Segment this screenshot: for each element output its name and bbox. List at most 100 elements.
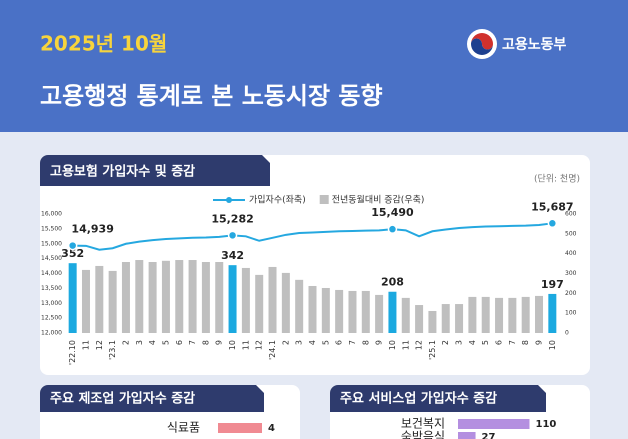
y-tick-label: 14,000 <box>41 270 62 277</box>
bar <box>135 260 144 333</box>
card-tab <box>40 385 264 412</box>
x-tick-label: 4 <box>308 340 317 345</box>
bar <box>458 419 530 429</box>
x-tick-label: 11 <box>81 340 90 350</box>
row-label: 숙박음식 <box>401 430 445 439</box>
legend-swatch <box>319 195 329 204</box>
line-marker <box>67 240 78 251</box>
x-tick-label: 7 <box>508 340 517 345</box>
line-value-label: 15,687 <box>531 200 573 213</box>
bar <box>441 304 450 333</box>
x-tick-label: 8 <box>521 340 530 345</box>
y2-tick-label: 200 <box>565 290 577 297</box>
line-marker <box>227 230 238 241</box>
line-value-label: 14,939 <box>71 223 113 236</box>
bar <box>428 310 437 333</box>
y-tick-label: 12,500 <box>41 315 62 322</box>
card-tab <box>40 155 270 186</box>
x-tick-label: 6 <box>175 340 184 345</box>
bar <box>458 432 476 439</box>
bar <box>455 304 464 333</box>
bar-value-label: 4 <box>268 423 275 434</box>
y-tick-label: 16,000 <box>41 211 62 218</box>
y2-tick-label: 300 <box>565 270 577 277</box>
bar <box>348 290 357 333</box>
bar <box>521 296 530 333</box>
bar <box>401 297 410 333</box>
header-title: 고용행정 통계로 본 노동시장 동향 <box>40 82 383 110</box>
y-tick-label: 13,000 <box>41 300 62 307</box>
header-date: 2025년 10월 <box>40 32 167 56</box>
y-tick-label: 14,500 <box>41 255 62 262</box>
bar <box>495 297 504 333</box>
bar <box>108 270 117 333</box>
x-tick-label: 10 <box>228 340 237 350</box>
bar-value-label: 352 <box>61 247 84 260</box>
x-tick-label: 7 <box>348 340 357 345</box>
bar <box>201 261 210 333</box>
y-tick-label: 12,000 <box>41 330 62 337</box>
bar <box>295 279 304 333</box>
row-label: 보건복지 <box>401 417 445 431</box>
bar <box>68 263 77 333</box>
bar <box>481 296 490 333</box>
bar <box>161 260 170 333</box>
row-label: 식료품 <box>167 421 200 435</box>
bar <box>535 295 544 333</box>
x-tick-label: 4 <box>468 340 477 345</box>
bar <box>308 285 317 333</box>
unit-label: (단위: 천명) <box>534 174 580 185</box>
bar <box>415 305 424 333</box>
x-tick-label: 6 <box>335 340 344 345</box>
bar-value-label: 208 <box>381 276 404 289</box>
y-tick-label: 15,000 <box>41 240 62 247</box>
x-tick-label: 10 <box>548 340 557 350</box>
x-tick-label: 8 <box>361 340 370 345</box>
bar <box>361 290 370 333</box>
logo-text: 고용노동부 <box>502 37 567 53</box>
bar <box>95 265 104 333</box>
y2-tick-label: 100 <box>565 310 577 317</box>
legend-label: 가입자수(좌축) <box>249 194 306 206</box>
line-marker <box>387 224 398 234</box>
x-tick-label: 5 <box>161 340 170 345</box>
x-tick-label: 2 <box>281 340 290 345</box>
x-tick-label: 2 <box>441 340 450 345</box>
x-tick-label: '24.1 <box>268 340 277 360</box>
x-tick-label: 2 <box>121 340 130 345</box>
y2-tick-label: 600 <box>565 211 577 218</box>
header-band <box>0 0 628 132</box>
bar <box>468 296 477 333</box>
bar-value-label: 342 <box>221 249 244 262</box>
x-tick-label: 8 <box>201 340 210 345</box>
x-tick-label: '23.1 <box>108 340 117 360</box>
x-tick-label: 10 <box>388 340 397 350</box>
line-value-label: 15,490 <box>371 206 414 219</box>
bar <box>375 294 384 333</box>
bar <box>268 266 277 333</box>
card-tab <box>330 385 546 412</box>
x-tick-label: 9 <box>535 340 544 345</box>
bar <box>218 423 262 433</box>
bar <box>388 291 397 333</box>
bar <box>335 289 344 333</box>
x-tick-label: 3 <box>455 340 464 345</box>
line <box>72 222 553 251</box>
card-title: 주요 제조업 가입자수 증감 <box>50 392 195 407</box>
y2-tick-label: 500 <box>565 230 577 237</box>
card-title: 주요 서비스업 가입자수 증감 <box>340 392 497 407</box>
bar <box>548 293 557 333</box>
bar-value-label: 197 <box>541 278 564 291</box>
x-tick-label: 7 <box>188 340 197 345</box>
x-tick-label: 5 <box>321 340 330 345</box>
bar <box>241 267 250 333</box>
bar <box>121 261 130 333</box>
bar <box>281 272 290 333</box>
bar <box>188 260 197 333</box>
x-tick-label: 9 <box>375 340 384 345</box>
bar <box>148 261 157 333</box>
y-tick-label: 13,500 <box>41 285 62 292</box>
x-tick-label: 3 <box>295 340 304 345</box>
bar-value-label: 110 <box>536 419 557 430</box>
